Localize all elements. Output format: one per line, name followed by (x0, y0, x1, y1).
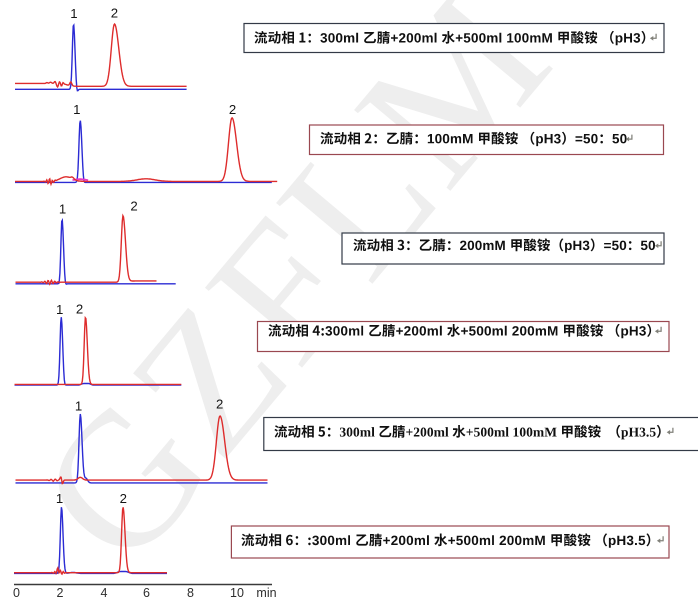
svg-text:1: 1 (59, 202, 66, 217)
svg-text:2: 2 (57, 586, 64, 600)
svg-text:2: 2 (229, 102, 236, 117)
svg-text:4: 4 (101, 586, 108, 600)
svg-text:min: min (256, 586, 276, 600)
svg-text:10: 10 (230, 586, 244, 600)
svg-text:2: 2 (130, 199, 137, 214)
svg-text:8: 8 (187, 586, 194, 600)
svg-text:1: 1 (70, 6, 77, 21)
svg-text:2: 2 (120, 491, 127, 506)
svg-text:2: 2 (216, 396, 223, 411)
svg-text:0: 0 (13, 586, 20, 600)
svg-text:6: 6 (143, 586, 150, 600)
svg-text:1: 1 (73, 102, 80, 117)
svg-text:2: 2 (76, 302, 83, 317)
svg-text:1: 1 (56, 302, 63, 317)
svg-text:2: 2 (111, 5, 118, 20)
svg-text:1: 1 (56, 491, 63, 506)
svg-text:1: 1 (75, 398, 82, 413)
